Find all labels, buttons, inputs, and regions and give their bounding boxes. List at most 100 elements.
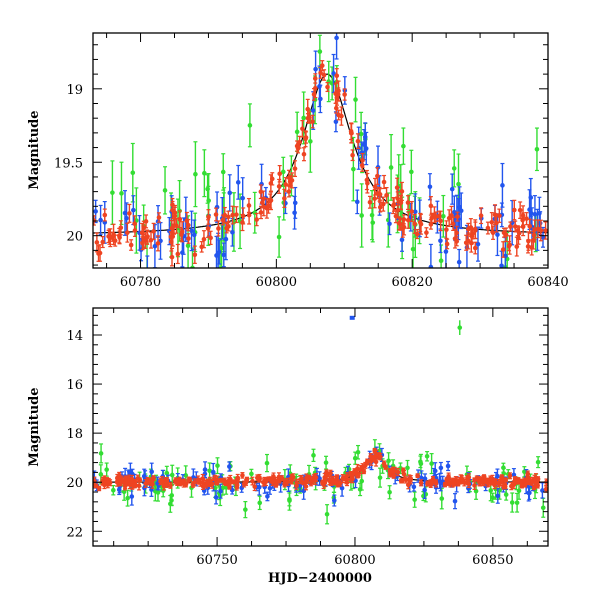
data-point bbox=[116, 233, 122, 238]
data-point bbox=[433, 479, 439, 485]
data-point bbox=[449, 186, 455, 192]
data-point bbox=[294, 143, 300, 149]
bottom-panel-full: 60750 60800 60850 14 16 18 20 22 bbox=[66, 307, 549, 568]
data-point bbox=[342, 92, 347, 97]
data-point bbox=[222, 212, 228, 218]
y-tick-label: 22 bbox=[66, 525, 83, 540]
data-point bbox=[401, 471, 407, 477]
data-point bbox=[124, 215, 129, 221]
data-point bbox=[384, 192, 389, 198]
data-point bbox=[456, 181, 461, 187]
data-point bbox=[422, 487, 427, 493]
data-point bbox=[381, 179, 387, 185]
data-point bbox=[410, 246, 416, 252]
data-point bbox=[288, 178, 294, 183]
data-point bbox=[540, 505, 546, 511]
data-point bbox=[503, 492, 509, 497]
data-point bbox=[436, 213, 442, 219]
data-point bbox=[367, 199, 373, 205]
x-tick-label: 60800 bbox=[334, 553, 375, 568]
data-point bbox=[132, 228, 138, 233]
data-point bbox=[300, 126, 305, 132]
data-point bbox=[102, 481, 108, 487]
data-point bbox=[331, 71, 336, 76]
data-point bbox=[465, 479, 470, 485]
data-point bbox=[351, 166, 356, 172]
data-point bbox=[192, 480, 197, 485]
data-point bbox=[201, 236, 207, 242]
data-point bbox=[196, 478, 202, 484]
data-point bbox=[427, 184, 433, 190]
data-point bbox=[292, 166, 298, 171]
data-point bbox=[359, 162, 365, 168]
data-point bbox=[200, 483, 206, 489]
y-tick-label: 16 bbox=[66, 378, 83, 393]
data-point bbox=[446, 475, 452, 481]
data-point bbox=[255, 475, 260, 481]
data-point bbox=[392, 468, 397, 474]
data-point bbox=[145, 234, 150, 239]
data-point bbox=[417, 220, 423, 225]
data-point bbox=[446, 215, 452, 221]
data-point bbox=[219, 245, 224, 251]
data-point bbox=[508, 224, 513, 229]
data-point bbox=[377, 475, 383, 480]
data-point bbox=[442, 482, 448, 487]
data-point bbox=[439, 496, 445, 501]
data-point bbox=[230, 230, 235, 235]
data-point bbox=[478, 213, 484, 218]
data-point bbox=[515, 228, 521, 234]
data-point bbox=[414, 231, 420, 237]
data-point bbox=[324, 511, 330, 517]
data-point bbox=[418, 480, 424, 486]
data-point bbox=[372, 196, 377, 201]
data-point bbox=[394, 185, 400, 190]
data-point bbox=[532, 211, 538, 217]
y-tick-label: 20 bbox=[66, 476, 83, 491]
data-point bbox=[377, 192, 383, 197]
outlier-point bbox=[349, 315, 355, 320]
data-point bbox=[100, 239, 106, 245]
plot-frame bbox=[92, 307, 549, 547]
plot-area bbox=[93, 33, 548, 268]
data-point bbox=[495, 493, 501, 499]
data-point bbox=[98, 472, 104, 477]
data-point bbox=[262, 478, 267, 484]
data-point bbox=[490, 230, 496, 236]
data-point bbox=[213, 495, 219, 500]
plot-area bbox=[93, 315, 548, 525]
data-point bbox=[507, 242, 512, 248]
data-point bbox=[500, 183, 505, 188]
data-point bbox=[429, 461, 434, 466]
data-point bbox=[525, 244, 531, 249]
data-point bbox=[106, 478, 112, 484]
data-point bbox=[185, 243, 191, 249]
data-point bbox=[381, 461, 387, 467]
data-point bbox=[336, 112, 341, 118]
data-point bbox=[311, 92, 317, 97]
data-point bbox=[164, 480, 170, 485]
data-point bbox=[227, 484, 232, 490]
data-point bbox=[175, 251, 181, 257]
series-1 bbox=[93, 33, 546, 268]
data-point bbox=[501, 484, 506, 489]
data-point bbox=[280, 169, 286, 175]
data-point bbox=[444, 241, 450, 247]
data-point bbox=[308, 139, 313, 144]
data-point bbox=[258, 189, 264, 195]
data-point bbox=[354, 199, 360, 205]
data-point bbox=[169, 226, 175, 231]
data-point bbox=[310, 119, 315, 124]
data-point bbox=[466, 475, 472, 480]
data-point bbox=[318, 96, 323, 102]
data-point bbox=[97, 250, 103, 256]
data-point bbox=[332, 498, 337, 503]
data-point bbox=[485, 225, 491, 231]
data-point bbox=[507, 473, 513, 479]
data-point bbox=[244, 477, 250, 482]
data-point bbox=[102, 212, 108, 218]
data-point bbox=[419, 475, 424, 481]
data-point bbox=[169, 472, 175, 478]
data-point bbox=[489, 219, 495, 225]
data-point bbox=[226, 214, 231, 220]
